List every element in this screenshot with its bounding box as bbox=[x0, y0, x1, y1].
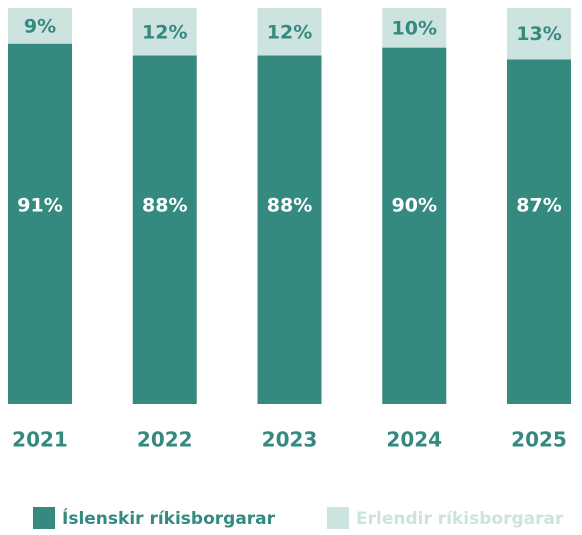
value-label: 88% bbox=[142, 195, 187, 217]
value-label: 12% bbox=[267, 21, 312, 43]
legend-swatch bbox=[33, 507, 55, 529]
value-label: 9% bbox=[24, 15, 56, 37]
legend-label: Erlendir ríkisborgarar bbox=[356, 509, 564, 529]
value-label: 12% bbox=[142, 21, 187, 43]
bar-segment bbox=[507, 59, 571, 404]
bar-segment bbox=[382, 47, 447, 404]
value-label: 88% bbox=[267, 195, 312, 217]
value-label: 90% bbox=[392, 195, 437, 217]
bar-segment bbox=[132, 8, 197, 56]
value-label: 13% bbox=[516, 23, 561, 45]
x-tick-label: 2024 bbox=[386, 428, 442, 452]
bar-segment bbox=[382, 8, 447, 48]
x-tick-label: 2025 bbox=[511, 428, 567, 452]
legend-label: Íslenskir ríkisborgarar bbox=[62, 507, 276, 529]
legend-swatch bbox=[327, 507, 349, 529]
x-tick-label: 2021 bbox=[12, 428, 68, 452]
x-tick-label: 2022 bbox=[137, 428, 193, 452]
x-tick-label: 2023 bbox=[262, 428, 318, 452]
bar-segment bbox=[8, 8, 72, 44]
bar-segment bbox=[257, 55, 322, 405]
bar-segment bbox=[132, 55, 197, 405]
bar-segment bbox=[8, 43, 72, 404]
bar-segment bbox=[507, 8, 571, 60]
value-label: 91% bbox=[17, 195, 62, 217]
value-label: 10% bbox=[392, 17, 437, 39]
value-label: 87% bbox=[516, 195, 561, 217]
bar-segment bbox=[257, 8, 322, 56]
